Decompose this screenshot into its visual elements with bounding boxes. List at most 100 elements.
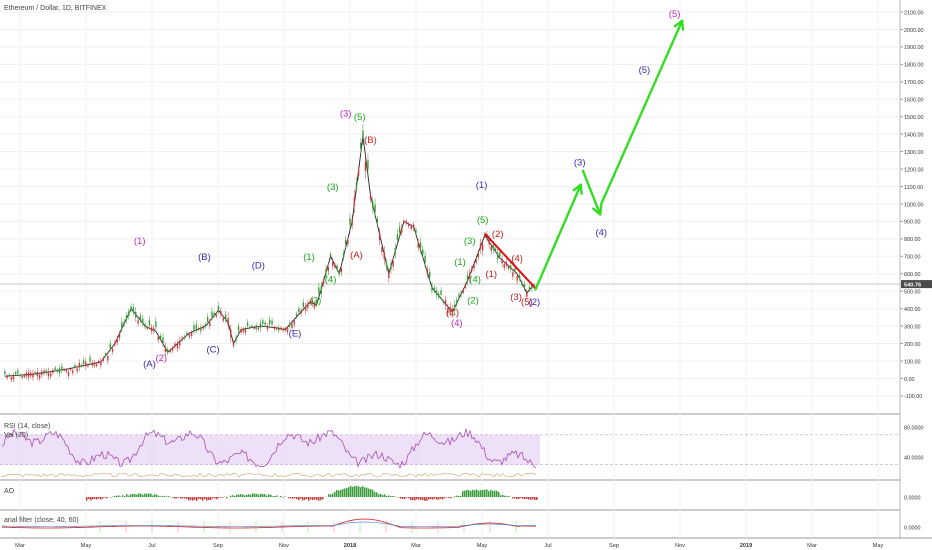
ao-bar: [194, 497, 196, 500]
ao-bar: [476, 489, 478, 497]
ao-bar: [144, 493, 146, 497]
candle-body: [372, 201, 374, 208]
ao-bar: [320, 497, 322, 501]
wave-label: (A): [350, 250, 363, 261]
candle-body: [41, 371, 43, 376]
price-tick-label: 2100.00: [904, 10, 924, 16]
candle-body: [82, 360, 85, 364]
candle-body: [360, 142, 362, 149]
ao-bar: [492, 491, 494, 497]
candle-body: [93, 362, 96, 366]
candle-body: [293, 321, 296, 325]
candle-body: [514, 267, 516, 272]
ao-bar: [436, 497, 438, 500]
candle-body: [512, 272, 514, 277]
candle-body: [58, 368, 61, 374]
price-tick-label: 1300.00: [904, 150, 924, 156]
candle-body: [190, 332, 193, 336]
ao-bar: [376, 492, 378, 497]
ao-bar: [362, 486, 364, 497]
ao-bar: [102, 497, 104, 499]
ao-bar: [96, 497, 98, 500]
candle-body: [25, 372, 28, 377]
ao-bar: [86, 497, 88, 501]
wave-label: (4): [511, 254, 523, 265]
ao-bar: [218, 497, 220, 498]
ao-bar: [478, 490, 480, 497]
candle-body: [215, 314, 217, 317]
ao-bar: [468, 490, 470, 497]
ao-bar: [174, 497, 176, 499]
candle-body: [338, 271, 340, 275]
candle-body: [419, 242, 422, 249]
ao-bar: [276, 495, 278, 497]
candle-body: [63, 369, 65, 371]
ao-bar: [300, 497, 302, 499]
wave-label: (B): [364, 135, 377, 146]
candle-body: [273, 326, 276, 330]
ao-bar: [454, 496, 456, 497]
candle-body: [213, 312, 215, 316]
candle-body: [171, 347, 174, 351]
ao-bar: [414, 497, 416, 501]
candle-body: [200, 327, 202, 332]
current-price-tag: [901, 280, 932, 289]
candle-body: [153, 327, 155, 331]
ao-bar: [162, 495, 164, 497]
candle-body: [344, 239, 347, 245]
candle-body: [469, 273, 471, 279]
ao-bar: [104, 497, 106, 498]
ao-bar: [416, 497, 418, 500]
ao-bar: [392, 496, 394, 497]
ao-bar: [386, 495, 388, 497]
price-axis[interactable]: 2100.00 2000.00 1900.00 1800.00 1700.00 1600.…: [900, 10, 932, 531]
ao-bar: [496, 490, 498, 497]
candle-body: [376, 219, 379, 224]
candle-body: [523, 283, 526, 288]
ao-bar: [406, 497, 408, 498]
wave-label: (C): [206, 344, 219, 355]
candle-body: [471, 267, 473, 271]
time-tick-label: May: [81, 543, 92, 549]
candle-body: [137, 320, 139, 324]
candle-body: [52, 370, 54, 374]
projection-arrow: [600, 19, 684, 206]
ao-bar: [512, 497, 514, 499]
candle-body: [262, 320, 264, 324]
candle-body: [453, 305, 456, 311]
candle-body: [45, 370, 47, 374]
candle-body: [353, 197, 356, 207]
candle-body: [349, 218, 351, 225]
ao-bar: [198, 497, 200, 500]
indicator-series: [1, 428, 538, 533]
candle-body: [139, 315, 142, 320]
candle-body: [422, 249, 424, 255]
ao-bar: [284, 496, 286, 497]
ao-bar: [254, 493, 256, 497]
ao-bar: [160, 496, 162, 497]
candle-body: [109, 343, 111, 348]
wave-label: (3): [327, 182, 339, 193]
time-tick-label: Sep: [213, 543, 223, 549]
ao-bar: [348, 487, 350, 497]
ao-bar: [292, 497, 294, 499]
candle-body: [408, 223, 410, 227]
candle-body: [304, 306, 307, 311]
candle-body: [102, 358, 104, 361]
ao-bar: [444, 497, 446, 499]
candle-body: [415, 229, 417, 234]
ao-bar: [380, 493, 382, 497]
ao-bar: [248, 494, 250, 497]
candle-body: [246, 322, 249, 326]
candle-body: [21, 376, 23, 378]
ao-bar: [358, 486, 360, 497]
ao-bar: [156, 494, 158, 497]
candle-body: [76, 368, 78, 372]
candle-body: [282, 328, 284, 331]
time-axis[interactable]: Mar May Jul Sep Nov 2018 Mar May Jul Sep Nov 2019 Ma…: [15, 543, 883, 549]
candle-body: [501, 258, 503, 264]
candle-body: [80, 364, 83, 367]
candle-body: [74, 364, 76, 368]
candle-body: [440, 290, 442, 295]
candle-body: [426, 269, 429, 275]
